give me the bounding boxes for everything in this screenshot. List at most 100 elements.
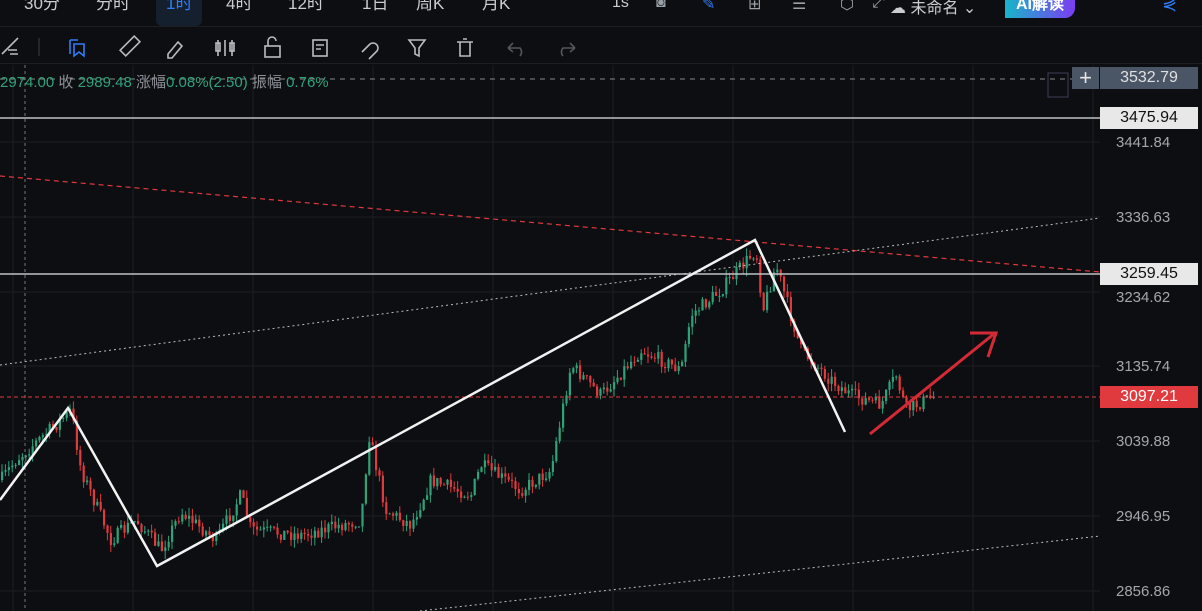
candle-body	[881, 401, 884, 409]
candle-body	[783, 276, 786, 292]
candle-body	[582, 375, 585, 380]
candle-body	[929, 395, 932, 399]
trendline-tool-icon[interactable]	[1, 37, 19, 55]
candle-body	[589, 375, 592, 383]
draw-pen-icon[interactable]: ✎	[702, 0, 716, 13]
tab-30m[interactable]: 30分	[24, 0, 60, 13]
candle-body	[215, 533, 218, 542]
amplitude-value: 0.76%	[286, 74, 329, 91]
undo-icon[interactable]	[507, 42, 523, 57]
candle-body	[24, 455, 27, 457]
candle-body	[830, 376, 833, 384]
tab-4h[interactable]: 4时	[226, 0, 253, 13]
candle-body	[745, 255, 748, 269]
candle-body	[497, 466, 500, 478]
candle-body	[725, 277, 728, 295]
timeframe-bar: 30分 分时 1时 4时 12时 1日 周K 月K 1s ◙ ✎ ⊞ ☰ ⬡ ⤢…	[0, 0, 1202, 27]
fullscreen-icon[interactable]: ⤢	[872, 0, 885, 11]
lower-dotted-channel[interactable]	[419, 535, 1101, 611]
candle-body	[902, 390, 905, 397]
tab-week[interactable]: 周K	[416, 0, 445, 13]
candle-body	[698, 310, 701, 312]
settings-list-icon[interactable]: ☰	[792, 0, 807, 13]
candle-body	[242, 490, 245, 498]
trash-icon[interactable]	[457, 38, 473, 57]
filter-icon[interactable]	[407, 39, 427, 58]
redo-icon[interactable]	[560, 42, 576, 57]
candle-body	[279, 534, 282, 540]
candle-body	[470, 495, 473, 497]
candle-body	[293, 533, 296, 540]
candle-body	[439, 478, 442, 485]
red-dashed-trendline[interactable]	[0, 175, 1101, 273]
candle-body	[759, 259, 762, 293]
candle-body	[551, 461, 554, 472]
tab-month[interactable]: 月K	[482, 0, 511, 13]
candle-body	[174, 521, 177, 526]
magnet-icon[interactable]	[361, 42, 379, 60]
brush-icon[interactable]	[167, 40, 184, 59]
candle-body	[776, 269, 779, 273]
chevron-down-icon: ⌄	[962, 0, 977, 17]
ruler-icon[interactable]	[118, 34, 142, 58]
select-box-icon[interactable]	[1047, 72, 1069, 98]
interval-selector[interactable]: 1s	[612, 0, 629, 11]
candle-body	[681, 361, 684, 367]
ohlc-info-bar: 2974.00 收 2989.48 涨幅0.08%(2.50) 振幅 0.76%	[0, 71, 329, 92]
candle-body	[184, 514, 187, 519]
candle-body	[687, 327, 690, 344]
candle-body	[766, 291, 769, 311]
candle-body	[912, 400, 915, 411]
candle-body	[222, 523, 225, 530]
layout-selector[interactable]: ☁ 未命名 ⌄	[890, 0, 976, 18]
candlestick-icon[interactable]	[215, 40, 235, 56]
candle-body	[181, 514, 184, 522]
tab-1d[interactable]: 1日	[362, 0, 389, 13]
zoom-plus-button[interactable]: +	[1072, 67, 1099, 89]
candlestick-chart[interactable]	[0, 65, 1202, 611]
tab-1h[interactable]: 1时	[156, 0, 203, 26]
candle-body	[147, 530, 150, 532]
candle-body	[650, 356, 653, 358]
candle-body	[205, 531, 208, 536]
note-edit-icon[interactable]	[312, 39, 328, 57]
candle-body	[619, 377, 622, 380]
layout-name: 未命名	[910, 0, 959, 17]
candle-body	[45, 433, 48, 436]
ai-interpret-button[interactable]: AI解读	[1005, 0, 1075, 18]
candle-body	[473, 478, 476, 496]
unlock-icon[interactable]	[264, 36, 281, 58]
candle-body	[341, 524, 344, 530]
tab-12h[interactable]: 12时	[288, 0, 324, 13]
candle-body	[647, 354, 650, 357]
candle-body	[92, 489, 95, 506]
candle-body	[626, 366, 629, 369]
candle-body	[89, 480, 92, 490]
candle-body	[664, 366, 667, 369]
candle-body	[653, 357, 656, 359]
candle-body	[351, 524, 354, 527]
candle-body	[796, 331, 799, 338]
candle-body	[834, 376, 837, 386]
change-label: 涨幅	[136, 74, 167, 91]
share-icon[interactable]: ⋞	[1162, 0, 1178, 14]
candle-body	[786, 291, 789, 298]
camera-icon[interactable]: ◙	[656, 0, 666, 11]
add-indicator-icon[interactable]: ⊞	[748, 0, 762, 13]
candle-body	[436, 478, 439, 487]
candle-body	[140, 524, 143, 533]
candle-body	[674, 364, 677, 372]
current-price-label: 3097.21	[1100, 386, 1198, 408]
bookmark-cursor-icon[interactable]	[69, 39, 85, 58]
candle-body	[378, 470, 381, 476]
candle-body	[324, 527, 327, 533]
candle-body	[466, 496, 469, 498]
shield-icon[interactable]: ⬡	[840, 0, 854, 13]
wave-drawing[interactable]	[0, 238, 847, 568]
candle-body	[718, 295, 721, 297]
tab-timeshare[interactable]: 分时	[96, 0, 130, 13]
red-arrow[interactable]	[869, 331, 999, 436]
candle-body	[171, 525, 174, 542]
candle-body	[429, 475, 432, 496]
candle-body	[446, 479, 449, 485]
